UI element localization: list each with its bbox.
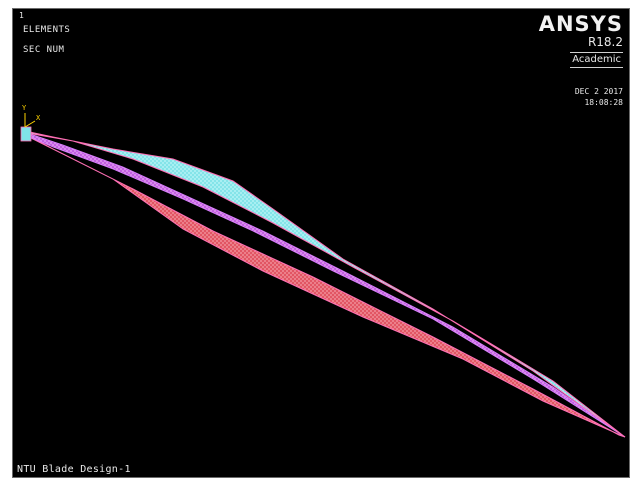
ansys-branding: ANSYS R18.2 Academic [533,13,623,68]
plot-title: NTU Blade Design-1 [17,464,131,475]
plot-type-label: ELEMENTS [23,25,71,35]
release-label: R18.2 [587,35,623,49]
graphics-viewport[interactable]: Y X 1 ELEMENTS SEC NUM ANSYS R18.2 Acade… [12,8,630,478]
triad-y-label: Y [22,104,27,112]
blade-section-red [22,132,626,438]
blade-section-magenta [24,132,626,438]
blade-root [20,126,32,142]
ansys-logo: ANSYS [538,12,623,36]
numbering-label: SEC NUM [23,45,65,55]
triad-x-label: X [36,114,41,122]
plot-time: 18:08:28 [584,98,623,107]
coordinate-triad-icon: Y X [22,104,41,128]
blade-section-cyan [23,130,626,438]
blade-model: Y X [20,104,626,438]
edition-label: Academic [570,52,623,68]
window-number: 1 [19,11,24,20]
plot-date: DEC 2 2017 [574,87,623,96]
